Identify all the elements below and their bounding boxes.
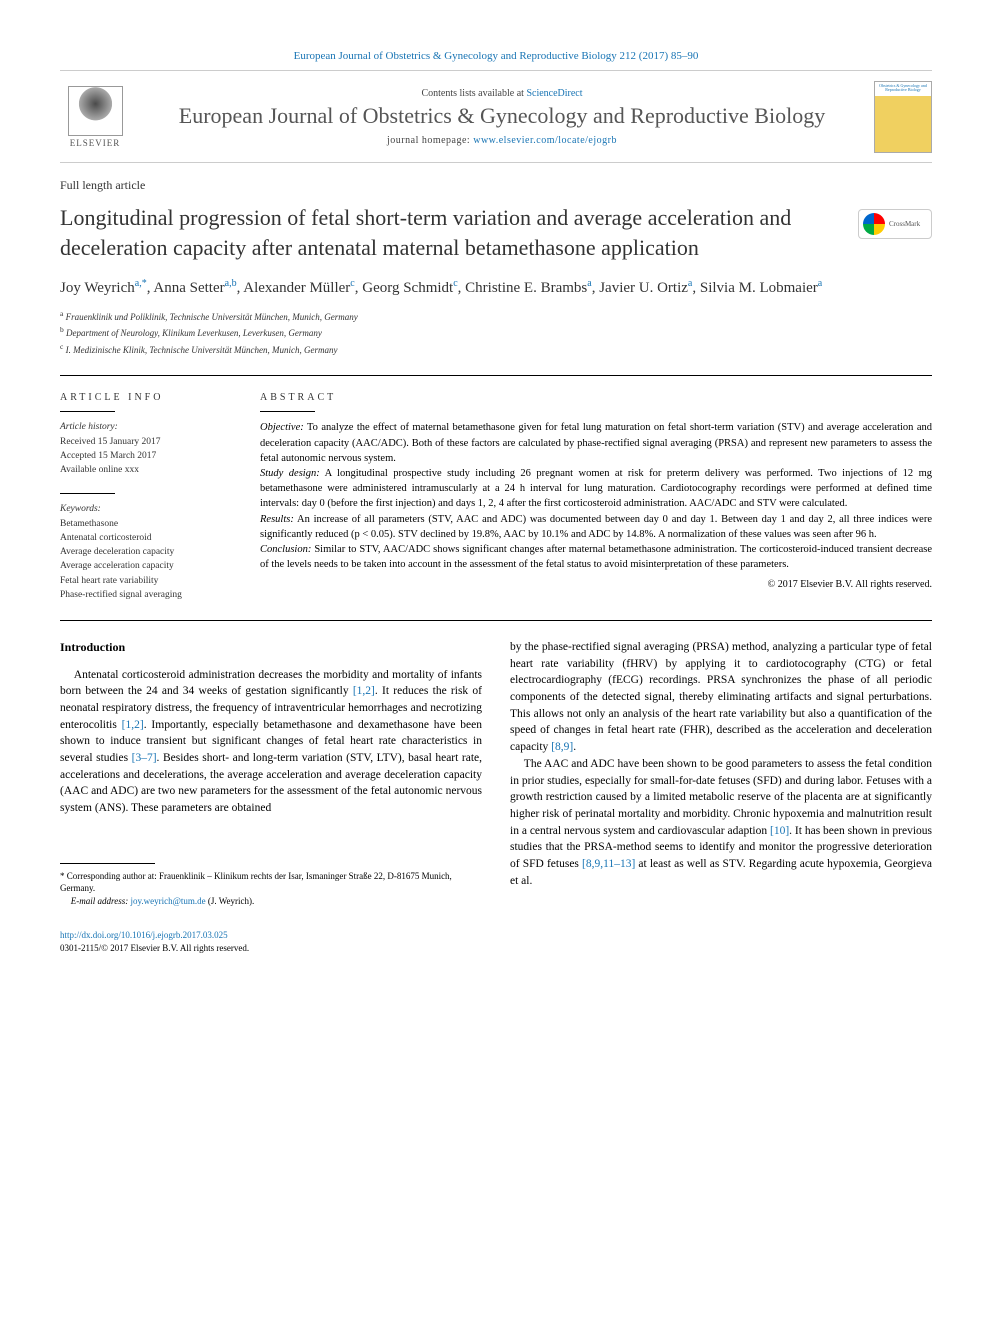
design-label: Study design: <box>260 468 320 479</box>
affiliation-b: Department of Neurology, Klinikum Leverk… <box>66 328 322 338</box>
crossmark-icon <box>863 213 885 235</box>
abstract-copyright: © 2017 Elsevier B.V. All rights reserved… <box>260 579 932 590</box>
intro-heading: Introduction <box>60 639 482 656</box>
affiliation-a: Frauenklinik und Poliklinik, Technische … <box>66 312 358 322</box>
body-text: by the phase-rectified signal averaging … <box>510 641 932 753</box>
email-suffix: (J. Weyrich). <box>206 896 255 906</box>
abstract-heading: ABSTRACT <box>260 392 932 403</box>
results-label: Results: <box>260 514 294 525</box>
affiliation-c: I. Medizinische Klinik, Technische Unive… <box>66 345 338 355</box>
journal-header: ELSEVIER Contents lists available at Sci… <box>60 70 932 163</box>
doi-link[interactable]: http://dx.doi.org/10.1016/j.ejogrb.2017.… <box>60 930 228 940</box>
article-info-column: ARTICLE INFO Article history: Received 1… <box>60 376 260 602</box>
corr-text: * Corresponding author at: Frauenklinik … <box>60 870 482 895</box>
affiliations: a Frauenklinik und Poliklinik, Technisch… <box>60 308 932 358</box>
sub-divider <box>60 411 115 412</box>
crossmark-text: CrossMark <box>889 220 920 228</box>
author-2: , Anna Setter <box>147 280 225 296</box>
abstract-column: ABSTRACT Objective: To analyze the effec… <box>260 376 932 602</box>
left-column: Introduction Antenatal corticosteroid ad… <box>60 639 482 954</box>
ref-link[interactable]: [10] <box>770 825 789 837</box>
header-citation: European Journal of Obstetrics & Gynecol… <box>60 50 932 62</box>
right-column: by the phase-rectified signal averaging … <box>510 639 932 954</box>
author-list: Joy Weyricha,*, Anna Settera,b, Alexande… <box>60 276 932 300</box>
objective-label: Objective: <box>260 422 304 433</box>
sciencedirect-link[interactable]: ScienceDirect <box>526 88 582 99</box>
author-3: , Alexander Müller <box>237 280 351 296</box>
author-1-sup: a,* <box>135 278 147 289</box>
author-6: , Javier U. Ortiz <box>592 280 688 296</box>
author-2-sup: a,b <box>225 278 237 289</box>
journal-name: European Journal of Obstetrics & Gynecol… <box>130 103 874 129</box>
contents-text: Contents lists available at <box>421 88 526 99</box>
design-text: A longitudinal prospective study includi… <box>260 468 932 509</box>
article-title: Longitudinal progression of fetal short-… <box>60 203 858 262</box>
elsevier-label: ELSEVIER <box>70 138 121 148</box>
doi-block: http://dx.doi.org/10.1016/j.ejogrb.2017.… <box>60 929 482 954</box>
article-info-heading: ARTICLE INFO <box>60 392 240 403</box>
author-5: , Christine E. Brambs <box>458 280 588 296</box>
accepted-date: Accepted 15 March 2017 <box>60 451 156 461</box>
received-date: Received 15 January 2017 <box>60 437 161 447</box>
keywords-label: Keywords: <box>60 504 101 514</box>
cover-text: Obstetrics & Gynecology and Reproductive… <box>877 84 929 93</box>
author-4: , Georg Schmidt <box>355 280 453 296</box>
body-columns: Introduction Antenatal corticosteroid ad… <box>60 639 932 954</box>
sub-divider <box>260 411 315 412</box>
email-label: E-mail address: <box>71 896 131 906</box>
issn-text: 0301-2115/© 2017 Elsevier B.V. All right… <box>60 943 249 953</box>
contents-line: Contents lists available at ScienceDirec… <box>130 88 874 99</box>
ref-link[interactable]: [3–7] <box>132 752 157 764</box>
homepage-label: journal homepage: <box>387 135 473 146</box>
online-date: Available online xxx <box>60 465 139 475</box>
ref-link[interactable]: [1,2] <box>353 685 375 697</box>
keyword-0: Betamethasone <box>60 519 118 529</box>
keyword-2: Average deceleration capacity <box>60 547 174 557</box>
author-7: , Silvia M. Lobmaier <box>692 280 817 296</box>
journal-center: Contents lists available at ScienceDirec… <box>130 88 874 146</box>
conclusion-label: Conclusion: <box>260 544 311 555</box>
keyword-5: Phase-rectified signal averaging <box>60 590 182 600</box>
corresponding-footnote: * Corresponding author at: Frauenklinik … <box>60 870 482 908</box>
divider <box>60 620 932 621</box>
objective-text: To analyze the effect of maternal betame… <box>260 422 932 463</box>
crossmark-badge[interactable]: CrossMark <box>858 209 932 239</box>
keyword-3: Average acceleration capacity <box>60 561 174 571</box>
history-label: Article history: <box>60 422 118 432</box>
elsevier-tree-icon <box>68 86 123 136</box>
conclusion-text: Similar to STV, AAC/ADC shows significan… <box>260 544 932 570</box>
ref-link[interactable]: [8,9,11–13] <box>582 858 635 870</box>
journal-cover-thumbnail: Obstetrics & Gynecology and Reproductive… <box>874 81 932 153</box>
results-text: An increase of all parameters (STV, AAC … <box>260 514 932 540</box>
elsevier-logo: ELSEVIER <box>60 79 130 154</box>
homepage-link[interactable]: www.elsevier.com/locate/ejogrb <box>473 135 617 146</box>
author-1: Joy Weyrich <box>60 280 135 296</box>
footnote-divider <box>60 863 155 864</box>
sub-divider <box>60 493 115 494</box>
homepage-line: journal homepage: www.elsevier.com/locat… <box>130 135 874 146</box>
article-type: Full length article <box>60 178 932 193</box>
ref-link[interactable]: [8,9] <box>551 741 573 753</box>
body-text: . <box>573 741 576 753</box>
keyword-4: Fetal heart rate variability <box>60 576 158 586</box>
citation-link[interactable]: European Journal of Obstetrics & Gynecol… <box>294 50 699 62</box>
ref-link[interactable]: [1,2] <box>122 719 144 731</box>
author-7-sup: a <box>818 278 822 289</box>
email-link[interactable]: joy.weyrich@tum.de <box>130 896 205 906</box>
keyword-1: Antenatal corticosteroid <box>60 533 152 543</box>
